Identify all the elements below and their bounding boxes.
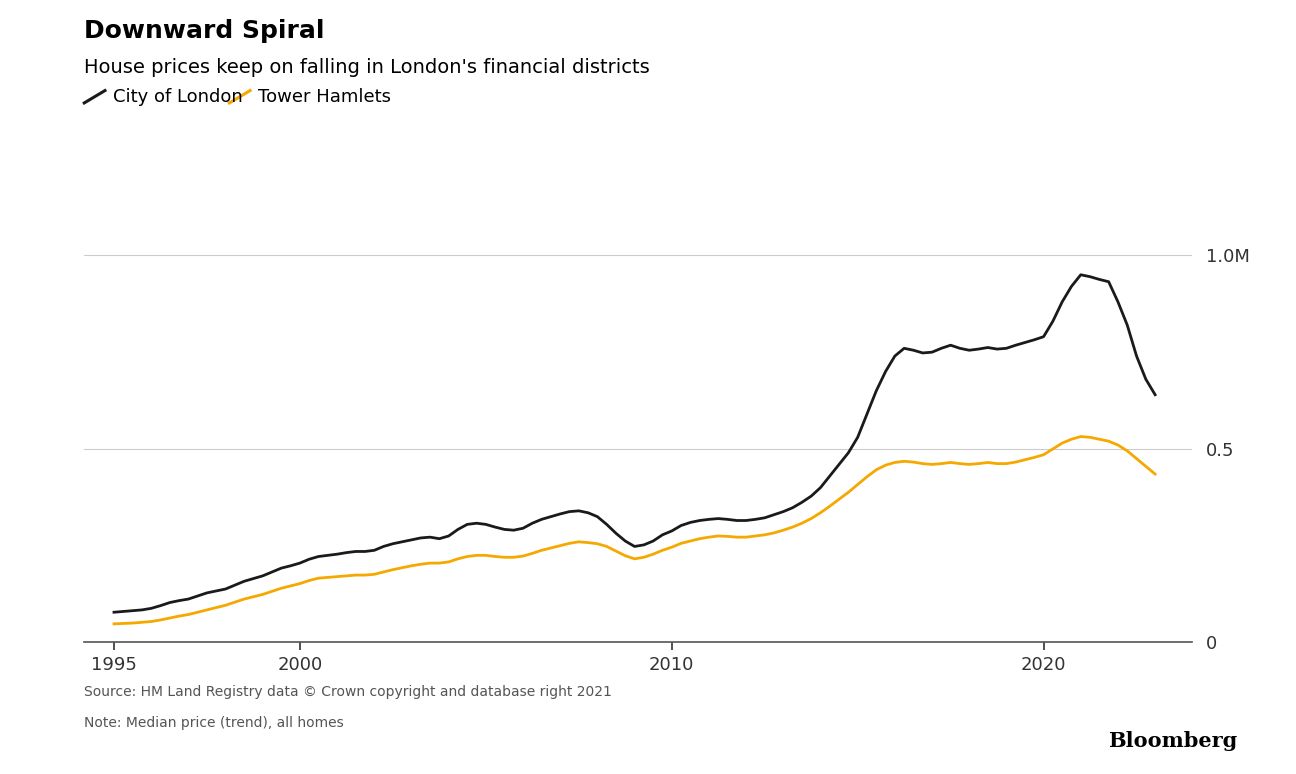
Text: Tower Hamlets: Tower Hamlets	[258, 87, 391, 106]
Text: Note: Median price (trend), all homes: Note: Median price (trend), all homes	[84, 716, 343, 730]
Text: Source: HM Land Registry data © Crown copyright and database right 2021: Source: HM Land Registry data © Crown co…	[84, 685, 612, 699]
Text: City of London: City of London	[113, 87, 242, 106]
Text: House prices keep on falling in London's financial districts: House prices keep on falling in London's…	[84, 58, 651, 77]
Text: Downward Spiral: Downward Spiral	[84, 19, 325, 43]
Text: Bloomberg: Bloomberg	[1108, 731, 1238, 752]
